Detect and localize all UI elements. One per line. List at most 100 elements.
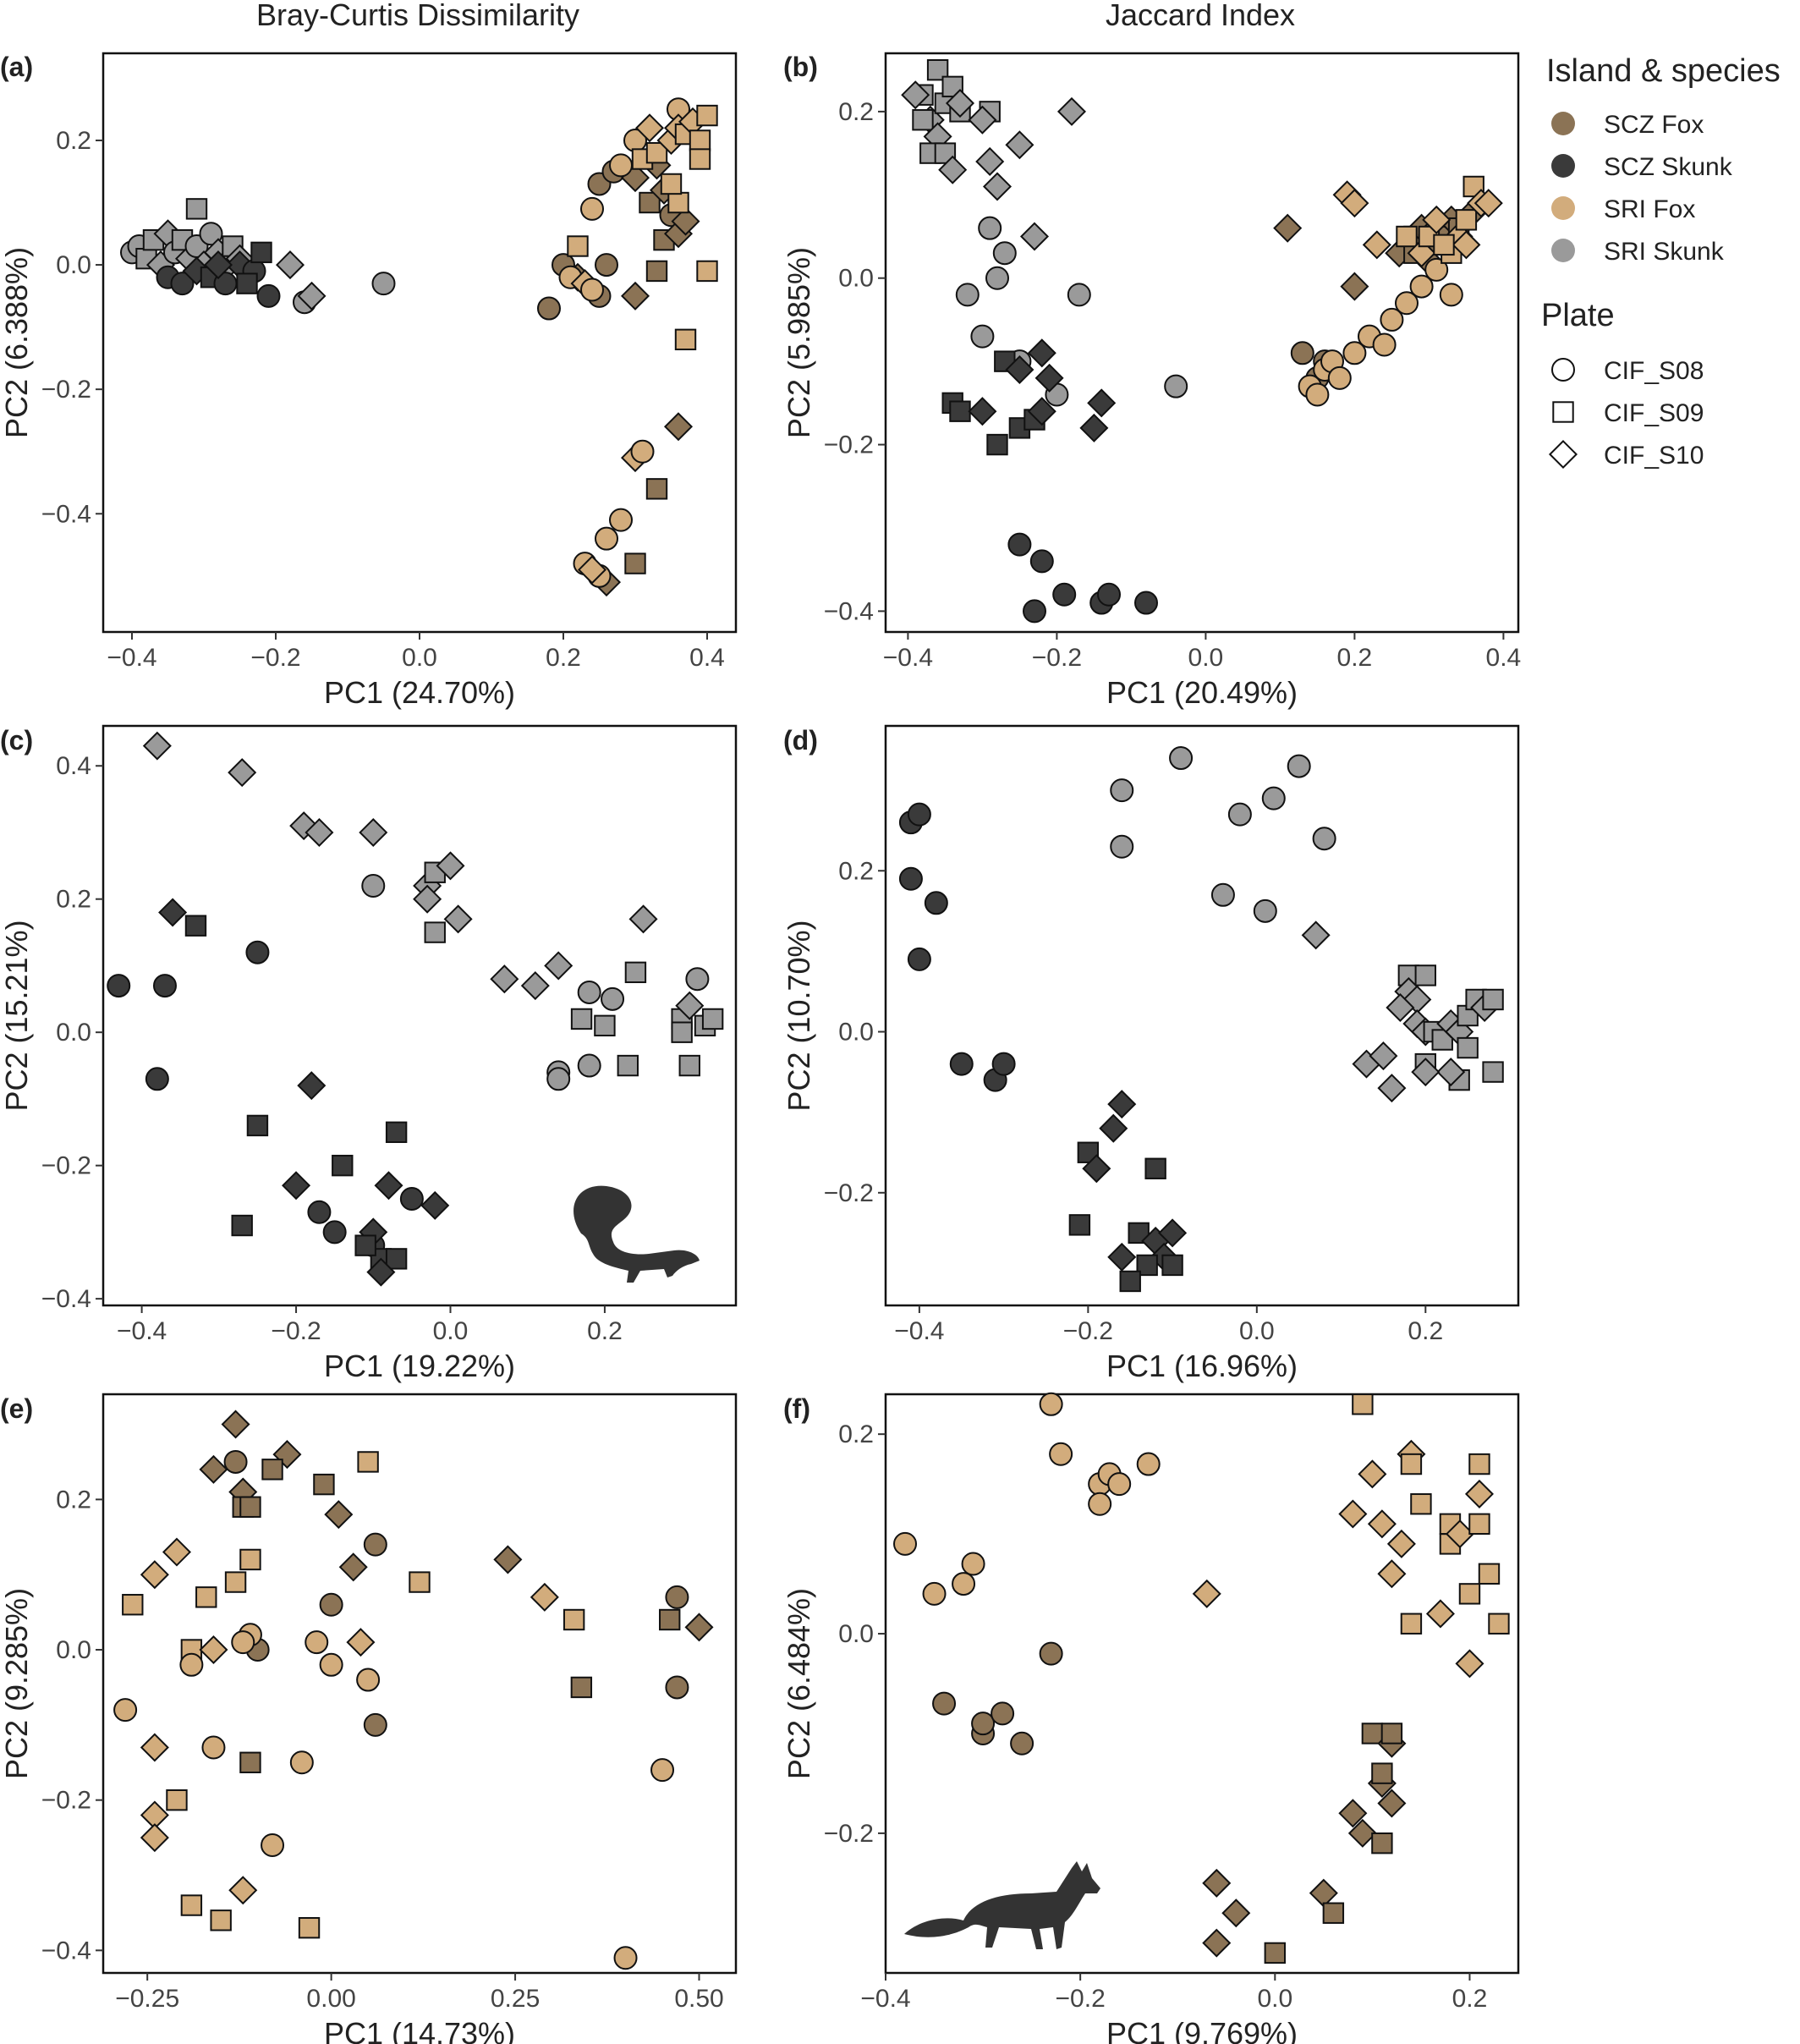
point-scz-skunk-circle: [1097, 582, 1121, 607]
point-scz-skunk-diamond: [158, 898, 188, 927]
point-scz-skunk-square: [236, 272, 258, 294]
point-sri-fox-diamond: [1422, 205, 1452, 234]
point-sri-fox-circle: [1088, 1492, 1112, 1516]
point-sri-fox-circle: [1424, 257, 1449, 282]
y-axis-label: PC2 (5.985%): [782, 247, 816, 438]
x-tick-label: −0.2: [271, 1317, 321, 1345]
point-scz-skunk-square: [1077, 1141, 1100, 1163]
point-sri-skunk-diamond: [1005, 130, 1034, 160]
point-scz-fox-square: [1380, 1723, 1403, 1745]
legend-species-title: Island & species: [1546, 53, 1781, 89]
x-tick-label: 0.2: [1452, 1985, 1488, 2013]
legend-swatch-sri-fox: [1551, 196, 1575, 220]
point-sri-fox-diamond: [530, 1582, 559, 1612]
data-points: [107, 731, 724, 1287]
data-points: [113, 1409, 714, 1970]
x-tick-label: 0.0: [433, 1317, 469, 1345]
point-sri-skunk-circle: [978, 216, 1002, 240]
point-sri-skunk-diamond: [490, 964, 519, 994]
point-sri-skunk-square: [1431, 1029, 1453, 1051]
point-sri-fox-square: [567, 235, 589, 257]
point-scz-skunk-square: [1068, 1214, 1091, 1236]
point-sri-skunk-circle: [361, 873, 386, 898]
y-tick-label: 0.2: [838, 98, 874, 126]
point-scz-fox-diamond: [324, 1500, 354, 1530]
point-sri-skunk-diamond: [982, 172, 1012, 201]
y-tick-label: −0.2: [41, 376, 91, 404]
point-scz-skunk-square: [1136, 1254, 1158, 1277]
point-sri-fox-diamond: [140, 1733, 169, 1762]
point-sri-skunk-diamond: [675, 991, 705, 1020]
point-sri-fox-square: [1433, 234, 1455, 256]
y-tick-label: 0.0: [56, 251, 91, 279]
point-scz-fox-circle: [932, 1691, 957, 1716]
point-sri-fox-square: [562, 1608, 585, 1631]
point-scz-fox-square: [639, 191, 661, 214]
point-scz-skunk-circle: [322, 1220, 347, 1245]
point-sri-fox-circle: [289, 1750, 314, 1775]
point-scz-fox-diamond: [1347, 1818, 1377, 1848]
point-scz-fox-square: [1264, 1942, 1287, 1964]
point-scz-fox-diamond: [272, 1440, 302, 1470]
point-sri-fox-diamond: [1377, 1559, 1407, 1589]
point-scz-fox-circle: [363, 1712, 387, 1737]
point-sri-skunk-circle: [1164, 374, 1188, 398]
point-sri-fox-diamond: [1340, 189, 1369, 218]
point-sri-fox-circle: [1409, 274, 1434, 299]
point-sri-fox-circle: [922, 1581, 947, 1606]
point-sri-fox-diamond: [228, 1876, 258, 1905]
x-axis-label: PC1 (9.769%): [1106, 2016, 1298, 2044]
x-tick-label: 0.00: [306, 1985, 355, 2013]
point-sri-skunk-circle: [1253, 898, 1277, 923]
point-scz-skunk-square: [986, 433, 1008, 456]
point-scz-skunk-diamond: [1005, 354, 1034, 384]
point-scz-skunk-circle: [924, 891, 948, 915]
point-sri-fox-diamond: [1192, 1579, 1221, 1608]
point-scz-fox-diamond: [199, 1454, 228, 1484]
point-sri-fox-circle: [1342, 341, 1367, 365]
point-scz-skunk-diamond: [282, 1171, 311, 1201]
point-sri-skunk-circle: [577, 980, 601, 1004]
point-scz-skunk-diamond: [1082, 1154, 1111, 1184]
legend-species-label: SCZ Skunk: [1604, 153, 1733, 181]
point-sri-fox-square: [239, 1548, 261, 1571]
point-scz-fox-diamond: [663, 412, 694, 442]
point-sri-fox-square: [689, 129, 711, 151]
point-scz-skunk-circle: [1134, 591, 1158, 615]
point-sri-skunk-diamond: [275, 250, 305, 280]
point-scz-fox-diamond: [1202, 1928, 1232, 1958]
x-tick-label: −0.4: [860, 1985, 910, 2013]
panel-label: (a): [0, 52, 33, 82]
point-sri-fox-square: [1396, 225, 1418, 248]
point-sri-skunk-diamond: [1056, 96, 1087, 126]
point-scz-skunk-square: [354, 1234, 376, 1256]
point-sri-fox-square: [195, 1586, 217, 1608]
point-sri-skunk-circle: [685, 967, 710, 992]
legend-swatch-sri-skunk: [1551, 239, 1575, 262]
point-sri-skunk-circle: [992, 241, 1017, 266]
point-scz-skunk-diamond: [1034, 363, 1064, 393]
legend-species-label: SRI Fox: [1604, 195, 1695, 223]
point-sri-skunk-square: [1414, 964, 1436, 986]
plot-panels: (a) −0.4 −0.2 0.0 0.2 0.4 −0.4 −0.2 0.0 0.2 PC1 (2…: [0, 52, 1521, 2044]
point-sri-fox-square: [1468, 1453, 1490, 1475]
point-sri-fox-circle: [609, 508, 633, 532]
point-scz-skunk-square: [184, 915, 207, 937]
point-sri-fox-circle: [1372, 332, 1397, 357]
point-sri-fox-square: [224, 1571, 247, 1593]
y-tick-label: 0.4: [56, 752, 91, 780]
point-sri-fox-circle: [961, 1552, 985, 1576]
y-tick-label: 0.2: [56, 127, 91, 155]
point-sri-skunk-square: [701, 1008, 724, 1030]
point-sri-fox-square: [180, 1894, 203, 1916]
y-tick-label: 0.0: [56, 1636, 91, 1664]
point-sri-fox-diamond: [577, 555, 607, 585]
point-sri-fox-circle: [630, 439, 655, 464]
x-tick-label: −0.4: [883, 644, 933, 672]
x-tick-label: 0.4: [1486, 644, 1522, 672]
point-scz-skunk-diamond: [1107, 1090, 1137, 1119]
data-points: [898, 746, 1504, 1293]
point-scz-skunk-circle: [991, 1052, 1016, 1076]
point-scz-skunk-circle: [245, 940, 270, 964]
